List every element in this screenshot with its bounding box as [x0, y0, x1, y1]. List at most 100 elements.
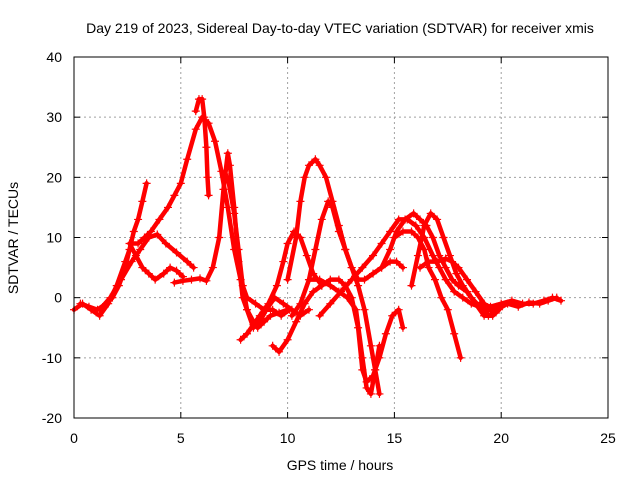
y-axis-label: SDTVAR / TECUs [5, 182, 21, 294]
data-point-marker [183, 155, 192, 164]
data-point-marker [116, 275, 125, 284]
data-point-marker [311, 245, 320, 254]
data-point-marker [161, 239, 170, 248]
data-point-marker [439, 233, 448, 242]
series-track-h [238, 229, 325, 343]
data-point-marker [416, 215, 425, 224]
data-point-marker [375, 389, 384, 398]
data-point-marker [358, 353, 367, 362]
data-point-marker [264, 299, 273, 308]
data-point-marker [183, 257, 192, 266]
data-point-marker [328, 203, 337, 212]
data-point-marker [430, 275, 439, 284]
series-track-i [270, 277, 406, 385]
data-point-marker [362, 383, 371, 392]
data-point-marker [304, 161, 313, 170]
y-tick-label: 30 [46, 109, 62, 125]
data-point-marker [524, 298, 533, 307]
data-point-marker [375, 341, 384, 350]
data-point-marker [544, 296, 553, 305]
data-point-marker [381, 329, 390, 338]
data-series [70, 95, 566, 398]
data-point-marker [292, 317, 301, 326]
data-point-marker [315, 161, 324, 170]
data-point-marker [334, 227, 343, 236]
data-point-marker [369, 251, 378, 260]
data-point-marker [142, 179, 151, 188]
data-point-marker [492, 305, 501, 314]
data-point-marker [196, 274, 205, 283]
data-point-marker [377, 239, 386, 248]
y-tick-label: 20 [46, 169, 62, 185]
data-point-marker [283, 335, 292, 344]
x-tick-label: 0 [70, 430, 78, 446]
data-point-marker [287, 311, 296, 320]
data-point-marker [279, 299, 288, 308]
data-point-marker [127, 257, 136, 266]
y-tick-label: 0 [54, 290, 62, 306]
data-point-marker [151, 275, 160, 284]
data-point-marker [172, 266, 181, 275]
data-point-marker [366, 341, 375, 350]
data-point-marker [163, 203, 172, 212]
data-point-marker [243, 329, 252, 338]
data-point-marker [456, 353, 465, 362]
data-point-marker [191, 107, 200, 116]
data-point-marker [484, 311, 493, 320]
data-point-marker [208, 263, 217, 272]
data-point-marker [251, 299, 260, 308]
data-point-marker [435, 251, 444, 260]
x-tick-label: 20 [493, 430, 509, 446]
data-point-marker [369, 269, 378, 278]
data-point-marker [324, 197, 333, 206]
data-point-marker [223, 149, 232, 158]
data-point-marker [448, 275, 457, 284]
data-point-marker [475, 299, 484, 308]
data-point-marker [358, 263, 367, 272]
data-point-marker [322, 173, 331, 182]
data-point-marker [146, 227, 155, 236]
data-point-marker [296, 197, 305, 206]
data-point-marker [337, 287, 345, 296]
data-point-marker [424, 257, 433, 266]
data-point-marker [200, 113, 209, 122]
data-point-marker [159, 269, 168, 278]
y-tick-label: 10 [46, 230, 62, 246]
data-point-marker [428, 233, 437, 242]
data-point-marker [388, 311, 397, 320]
data-point-marker [191, 125, 200, 134]
data-point-marker [279, 257, 288, 266]
data-point-marker [420, 245, 429, 254]
data-point-marker [535, 299, 544, 308]
data-point-marker [448, 257, 457, 266]
data-point-marker [304, 275, 313, 284]
data-point-marker [255, 311, 264, 320]
y-tick-label: 40 [46, 49, 62, 65]
x-tick-label: 25 [600, 430, 616, 446]
data-point-marker [76, 299, 85, 308]
x-tick-label: 10 [280, 430, 296, 446]
y-tick-label: -10 [42, 350, 62, 366]
data-point-marker [144, 233, 153, 242]
data-point-marker [416, 263, 425, 272]
data-point-marker [351, 305, 360, 314]
data-point-marker [155, 215, 164, 224]
data-point-marker [236, 335, 245, 344]
data-point-marker [134, 239, 143, 248]
data-point-marker [95, 305, 104, 314]
data-point-marker [398, 263, 407, 272]
data-point-marker [84, 302, 93, 311]
data-point-marker [360, 305, 369, 314]
data-point-marker [407, 281, 416, 290]
data-point-marker [296, 299, 305, 308]
data-point-marker [326, 299, 335, 308]
x-tick-label: 15 [387, 430, 403, 446]
data-point-marker [557, 296, 566, 305]
data-point-marker [463, 275, 472, 284]
data-point-marker [326, 281, 335, 290]
data-point-marker [411, 221, 420, 230]
data-point-marker [454, 263, 463, 272]
chart-title: Day 219 of 2023, Sidereal Day-to-day VTE… [86, 20, 594, 36]
y-tick-label: -20 [42, 410, 62, 426]
axis-ticks: 0 5 10 15 20 25 -20 -10 0 10 20 30 40 [42, 49, 616, 446]
